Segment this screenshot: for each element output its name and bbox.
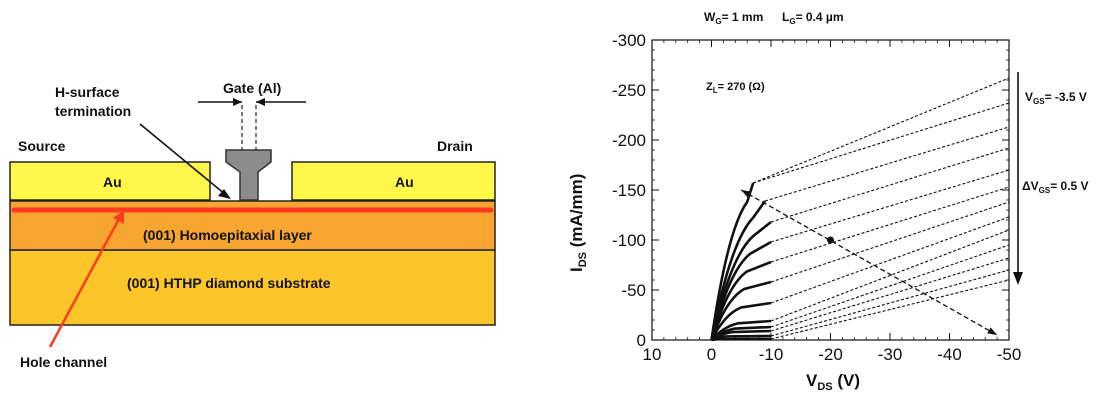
drain-label: Drain: [437, 138, 473, 154]
drain-metal-contact: [291, 161, 496, 201]
y-tick-label: -250: [612, 81, 646, 100]
extrapolated-line-3: [770, 257, 1010, 332]
x-tick-label: -40: [937, 345, 962, 364]
y-tick-label: -50: [621, 281, 646, 300]
y-axis-label: IDS (mA/mm): [567, 174, 589, 272]
hole-channel-label: Hole channel: [20, 354, 107, 370]
load-line-marker: [827, 236, 834, 244]
homoepitaxial-label: (001) Homoepitaxial layer: [143, 227, 312, 243]
y-tick-label: -200: [612, 131, 646, 150]
x-tick-label: -50: [997, 345, 1022, 364]
extrapolated-line-11: [764, 126, 1010, 202]
hole-channel-arrow: [48, 216, 122, 348]
y-tick-label: -100: [612, 231, 646, 250]
gate-arrowhead-right: [256, 98, 265, 106]
drain-metal-label: Au: [395, 174, 414, 190]
x-tick-label: -20: [818, 345, 843, 364]
extrapolated-line-1: [770, 279, 1010, 340]
chart-title-wg: WG= 1 mm: [704, 10, 763, 26]
gate-arrowhead-left: [233, 98, 242, 106]
extrapolated-line-5: [770, 229, 1010, 322]
measured-curve-1: [711, 337, 772, 342]
extrapolated-line-13: [752, 77, 1010, 184]
load-line: [740, 189, 998, 336]
source-metal-label: Au: [103, 174, 122, 190]
load-line-arrowhead-start: [741, 190, 752, 198]
extrapolated-line-7: [770, 201, 1010, 283]
chart-title-lg: LG= 0.4 µm: [782, 10, 844, 26]
measured-curve-12: [710, 182, 755, 341]
device-cross-section: Gate (Al) H-surface termination Source D…: [9, 80, 496, 370]
substrate-layer: [9, 249, 496, 326]
y-tick-label: -150: [612, 181, 646, 200]
vgs-step-annotation: ΔVGS= 0.5 V: [1022, 179, 1089, 195]
gate-label: Gate (Al): [223, 80, 281, 96]
x-tick-label: -10: [759, 345, 784, 364]
t-gate-shape: [225, 149, 272, 201]
substrate-label: (001) HTHP diamond substrate: [127, 275, 331, 291]
h-surface-label-line2: termination: [55, 103, 131, 119]
load-line-arrowhead-end: [987, 327, 998, 335]
x-tick-label: 10: [643, 345, 662, 364]
vgs-step-arrowhead: [1013, 272, 1023, 285]
h-surface-arrow: [139, 123, 227, 196]
h-surface-label-line1: H-surface: [55, 84, 120, 100]
h-surface-arrowhead: [218, 189, 231, 199]
extrapolated-line-9: [770, 169, 1010, 243]
iv-chart: 10 0 -10 -20 -30 -40 -500-50-100-150-200-250-3…: [567, 10, 1089, 393]
hole-channel-arrowhead: [113, 210, 124, 224]
extrapolated-line-6: [770, 216, 1010, 304]
y-tick-label: -300: [612, 31, 646, 50]
x-axis-label: VDS (V): [806, 371, 860, 393]
extrapolated-line-10: [770, 147, 1010, 223]
x-tick-label: -30: [878, 345, 903, 364]
vgs-start-annotation: VGS= -3.5 V: [1025, 90, 1087, 106]
source-metal-contact: [9, 161, 211, 201]
load-impedance-annotation: ZL= 270 (Ω): [706, 81, 765, 95]
extrapolated-line-2: [770, 269, 1010, 337]
y-tick-label: 0: [637, 331, 646, 350]
extrapolated-line-8: [770, 186, 1010, 263]
x-tick-label: 0: [707, 345, 716, 364]
extrapolated-line-12: [752, 102, 1010, 184]
extrapolated-line-4: [770, 244, 1010, 328]
source-label: Source: [18, 138, 66, 154]
